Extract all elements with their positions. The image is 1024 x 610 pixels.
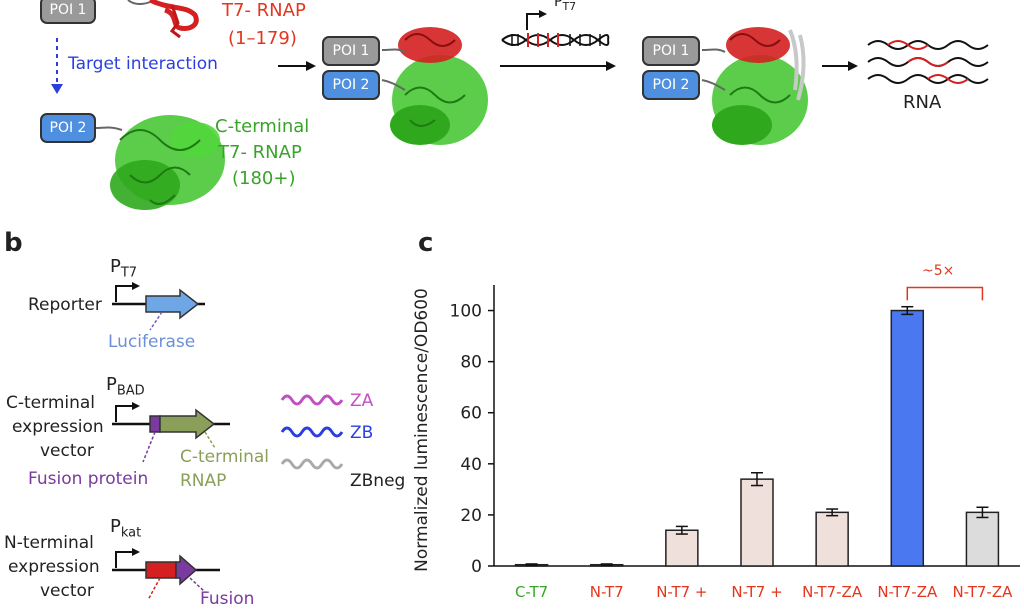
c-terminal-protein-icon bbox=[94, 115, 225, 210]
poi2-label: POI 2 bbox=[49, 120, 87, 136]
n-vector-line1: N-terminal bbox=[4, 533, 94, 553]
complex1-poi2-label: POI 2 bbox=[332, 77, 370, 93]
poi2-box: POI 2 bbox=[40, 113, 96, 143]
c-vector-line2: expression bbox=[12, 417, 104, 437]
x-tick-label: N-T7 + bbox=[656, 583, 707, 600]
za-label: ZA bbox=[350, 391, 374, 411]
c-vector-promoter-sub: BAD bbox=[116, 383, 145, 399]
bar bbox=[890, 309, 925, 567]
n-fusion-gene-icon bbox=[175, 554, 198, 586]
complex2-poi2-label: POI 2 bbox=[652, 77, 690, 93]
bar bbox=[740, 478, 774, 567]
fusion-protein-label: Fusion protein bbox=[28, 469, 149, 489]
assembled-complex-icon bbox=[381, 27, 488, 145]
reporter-promoter-main: P bbox=[110, 256, 121, 277]
c-rnap-gene-icon bbox=[159, 408, 216, 440]
rna-icon bbox=[867, 40, 989, 84]
bar bbox=[965, 511, 1000, 567]
zbneg-label: ZBneg bbox=[350, 471, 406, 491]
reporter-promoter-sub: T7 bbox=[120, 265, 138, 281]
n-vector-promoter-sub: kat bbox=[120, 525, 142, 541]
c-vector-line1: C-terminal bbox=[6, 393, 96, 413]
rna-label: RNA bbox=[903, 92, 942, 113]
fold-change-bracket bbox=[906, 286, 984, 301]
y-tick-label: 20 bbox=[460, 506, 482, 526]
c-rnap-line1: C-terminal bbox=[180, 447, 270, 467]
c-vector-line3: vector bbox=[40, 441, 94, 461]
n-terminal-protein-icon bbox=[127, 0, 199, 39]
panel-b-label: b bbox=[4, 228, 23, 258]
x-tick-label: N-T7-ZA bbox=[877, 583, 938, 600]
x-tick-label: N-T7-ZA bbox=[952, 583, 1013, 600]
x-tick-label: N-T7 bbox=[590, 583, 624, 600]
x-tick-label: N-T7 + bbox=[731, 583, 782, 600]
c-vector-promoter-arrow bbox=[115, 405, 134, 422]
n-vector-line3: vector bbox=[40, 581, 94, 601]
y-tick-label: 60 bbox=[460, 404, 482, 424]
y-tick-label: 40 bbox=[460, 455, 482, 475]
top-promoter-main: P bbox=[554, 0, 563, 10]
n-vector-promoter-main: P bbox=[110, 516, 121, 537]
c-terminal-line2: T7- RNAP bbox=[218, 142, 302, 163]
reporter-promoter-arrow bbox=[115, 285, 134, 302]
c-vector-promoter-label: PBAD bbox=[106, 374, 145, 399]
za-helix-icon bbox=[280, 394, 344, 406]
n-terminal-range: (1–179) bbox=[228, 28, 297, 49]
top-promoter-sub: T7 bbox=[562, 0, 577, 13]
dna-template-icon bbox=[501, 33, 610, 47]
reporter-promoter-label: PT7 bbox=[110, 256, 137, 281]
transcribing-complex-icon bbox=[701, 27, 808, 145]
c-terminal-line1: C-terminal bbox=[215, 116, 310, 137]
bar bbox=[815, 511, 849, 567]
c-terminal-range: (180+) bbox=[232, 168, 296, 189]
complex2-poi1: POI 1 bbox=[642, 36, 700, 66]
panel-c-label: c bbox=[418, 228, 434, 258]
target-interaction-label: Target interaction bbox=[68, 54, 218, 74]
bar bbox=[665, 529, 699, 567]
y-tick-label: 80 bbox=[460, 353, 482, 373]
c-rnap-line2: RNAP bbox=[180, 471, 227, 491]
x-tick-label: C-T7 bbox=[515, 583, 548, 600]
luciferase-gene-icon bbox=[145, 288, 200, 320]
promoter-arrow-icon bbox=[526, 13, 541, 30]
poi1-label: POI 1 bbox=[49, 2, 87, 18]
complex1-poi2: POI 2 bbox=[322, 70, 380, 100]
poi1-box: POI 1 bbox=[40, 0, 96, 24]
zb-label: ZB bbox=[350, 423, 374, 443]
n-vector-promoter-label: Pkat bbox=[110, 516, 141, 541]
top-promoter-label: PT7 bbox=[554, 0, 576, 13]
complex2-poi1-label: POI 1 bbox=[652, 43, 690, 59]
zbneg-helix-icon bbox=[280, 458, 344, 470]
zb-helix-icon bbox=[280, 426, 344, 438]
complex1-poi1-label: POI 1 bbox=[332, 43, 370, 59]
y-tick-label: 0 bbox=[471, 557, 482, 577]
n-terminal-name: T7- RNAP bbox=[222, 0, 306, 21]
c-vector-promoter-main: P bbox=[106, 374, 117, 395]
n-vector-line2: expression bbox=[8, 557, 100, 577]
reporter-label: Reporter bbox=[28, 295, 102, 315]
x-tick-label: N-T7-ZA bbox=[802, 583, 863, 600]
complex2-poi2: POI 2 bbox=[642, 70, 700, 100]
n-vector-promoter-arrow bbox=[115, 551, 134, 568]
fold-change-annotation: ~5× bbox=[922, 263, 955, 279]
complex1-poi1: POI 1 bbox=[322, 36, 380, 66]
luciferase-label: Luciferase bbox=[108, 332, 196, 352]
y-tick-label: 100 bbox=[450, 302, 482, 322]
